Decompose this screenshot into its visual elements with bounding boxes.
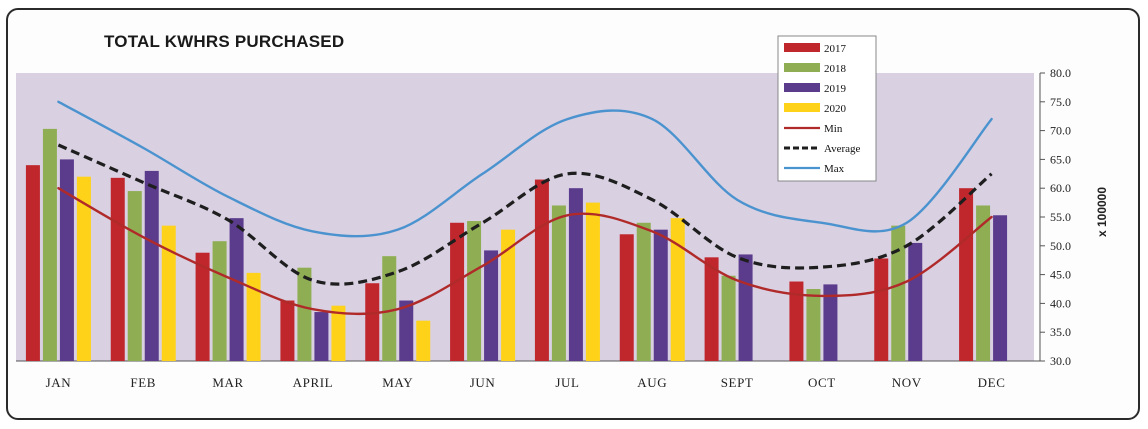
legend-label-max: Max (824, 163, 845, 175)
bar-2018-aug (636, 222, 651, 361)
bar-2019-may (399, 300, 414, 361)
bar-2018-jan (42, 128, 57, 361)
bar-2017-aug (619, 234, 634, 361)
y-tick-label: 50.0 (1050, 239, 1071, 253)
bar-2017-oct (789, 281, 804, 361)
bar-2018-feb (127, 191, 142, 361)
y-tick-label: 65.0 (1050, 152, 1071, 166)
bar-2018-oct (806, 289, 821, 361)
legend-swatch-2017 (784, 43, 820, 52)
legend-swatch-2019 (784, 83, 820, 92)
bar-2017-sept (704, 257, 719, 361)
legend-label-2017: 2017 (824, 43, 847, 55)
x-tick-label-jul: JUL (555, 375, 579, 390)
bar-2017-feb (110, 177, 125, 361)
x-tick-label-jun: JUN (470, 375, 496, 390)
bar-2020-jul (585, 202, 600, 361)
bar-2020-jan (76, 176, 91, 361)
y-tick-label: 60.0 (1050, 181, 1071, 195)
legend-label-2019: 2019 (824, 83, 847, 95)
bar-2017-may (365, 283, 380, 361)
y-tick-label: 70.0 (1050, 124, 1071, 138)
y-tick-label: 35.0 (1050, 325, 1071, 339)
x-tick-label-feb: FEB (130, 375, 156, 390)
bar-2020-may (416, 320, 431, 361)
bar-2019-jan (59, 159, 74, 361)
line-average (57, 143, 993, 286)
legend-label-2018: 2018 (824, 63, 847, 75)
bar-2017-nov (874, 258, 889, 361)
legend-label-average: Average (824, 143, 861, 155)
bar-2019-april (314, 312, 329, 361)
bar-2019-nov (908, 242, 923, 361)
x-tick-label-sept: SEPT (721, 375, 754, 390)
bar-2019-oct (823, 284, 838, 361)
legend-swatch-2018 (784, 63, 820, 72)
x-tick-label-april: APRIL (293, 375, 334, 390)
bar-2020-jun (501, 229, 516, 361)
bar-2018-april (297, 267, 312, 361)
x-tick-label-jan: JAN (46, 375, 72, 390)
bar-2019-feb (144, 170, 159, 361)
y-tick-label: 45.0 (1050, 268, 1071, 282)
y-tick-label: 80.0 (1050, 66, 1071, 80)
bar-2018-dec (976, 205, 991, 361)
bar-2018-may (382, 256, 397, 361)
y-tick-label: 75.0 (1050, 95, 1071, 109)
line-max (57, 100, 993, 238)
bar-2017-dec (959, 188, 974, 361)
x-tick-label-nov: NOV (892, 375, 922, 390)
y-axis-unit-label: x 100000 (1095, 187, 1109, 237)
legend-label-2020: 2020 (824, 103, 847, 115)
bar-2020-april (331, 305, 346, 361)
bar-2020-feb (161, 225, 176, 361)
bar-2017-april (280, 300, 295, 361)
bar-2017-jul (534, 179, 549, 361)
bar-2018-jul (551, 205, 566, 361)
bar-2020-aug (670, 218, 685, 361)
bar-2019-jun (484, 250, 499, 361)
bar-2018-sept (721, 275, 736, 361)
y-tick-label: 55.0 (1050, 210, 1071, 224)
bar-2019-sept (738, 254, 753, 361)
bar-2017-jun (450, 222, 465, 361)
line-min (57, 187, 993, 316)
y-tick-label: 30.0 (1050, 354, 1071, 368)
legend-swatch-2020 (784, 103, 820, 112)
x-tick-label-dec: DEC (978, 375, 1006, 390)
legend-label-min: Min (824, 123, 843, 135)
bar-2018-nov (891, 225, 906, 361)
y-tick-label: 40.0 (1050, 296, 1071, 310)
bar-2019-aug (653, 229, 668, 361)
x-tick-label-oct: OCT (808, 375, 836, 390)
bar-2019-jul (568, 188, 583, 361)
bar-2017-mar (195, 252, 210, 361)
bar-2019-dec (993, 215, 1008, 361)
bar-2018-jun (467, 221, 482, 361)
chart-title: TOTAL KWHRS PURCHASED (104, 32, 345, 51)
x-tick-label-may: MAY (382, 375, 413, 390)
bar-2020-mar (246, 272, 261, 361)
bar-2019-mar (229, 218, 244, 361)
bar-2017-jan (25, 165, 40, 361)
x-tick-label-aug: AUG (637, 375, 667, 390)
x-tick-label-mar: MAR (212, 375, 243, 390)
bar-2018-mar (212, 241, 227, 361)
